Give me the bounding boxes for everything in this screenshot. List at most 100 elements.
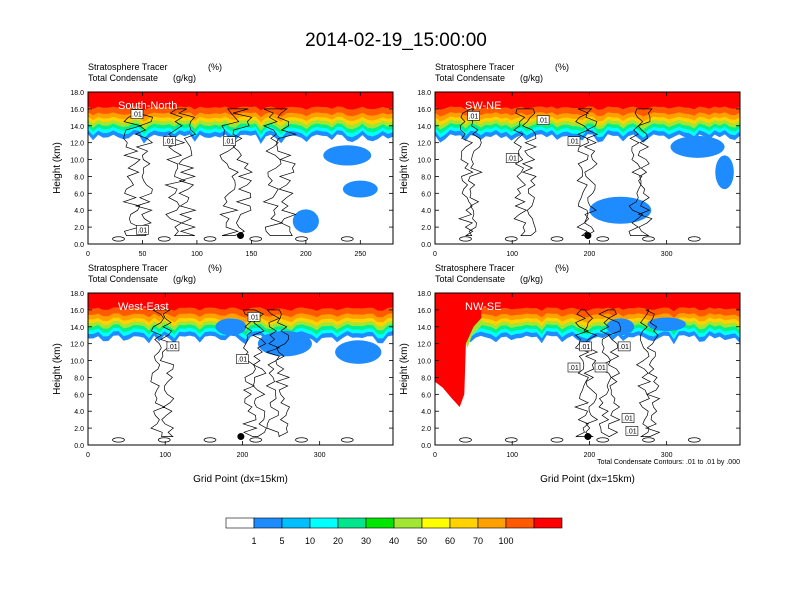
contour-label-box: [579, 341, 592, 352]
panel-label: SW-NE: [465, 100, 501, 112]
condensate-contour: [687, 437, 701, 443]
condensate-contour: [504, 236, 518, 242]
contour-label-box: [617, 341, 631, 352]
location-marker: [237, 232, 244, 240]
contour-label: .01: [137, 227, 147, 234]
condensate-contour: [596, 437, 610, 443]
contour-label-box: [130, 109, 144, 119]
condensate-contour: [459, 236, 472, 242]
y-tick-label: 18.0: [417, 291, 431, 298]
y-tick-label: 4.0: [74, 409, 84, 416]
tracer-patch: [323, 145, 372, 166]
y-axis-label: Height (km): [52, 142, 63, 194]
tracer-intrusion-edge: [465, 318, 483, 348]
contour-label-box: [621, 413, 635, 423]
plot-area: .01 .01 .01 .01 .01 .01: [435, 293, 740, 445]
plot-area: .01 .01 .01: [88, 293, 393, 445]
tracer-patch: [292, 209, 319, 234]
condensate-contour: [504, 437, 518, 443]
y-tick-label: 0.0: [74, 242, 84, 249]
contour-label-box: [223, 136, 236, 146]
panel-frame: [434, 91, 741, 245]
panel-right-string-1: (%): [208, 62, 222, 72]
panel-frame: [87, 91, 394, 245]
condensate-contour: [550, 236, 564, 242]
contour-label: .01: [569, 365, 579, 372]
condensate-contour: [249, 236, 263, 242]
y-tick-label: 16.0: [70, 107, 84, 114]
panel-label: South-North: [118, 100, 177, 112]
condensate-contour: [642, 236, 655, 242]
y-tick-label: 4.0: [421, 208, 431, 215]
y-tick-label: 12.0: [417, 342, 431, 349]
y-tick-label: 2.0: [421, 426, 431, 433]
panel-left-string-1: Stratosphere Tracer: [435, 263, 515, 273]
contour-label: .01: [469, 113, 479, 120]
y-tick-label: 4.0: [421, 409, 431, 416]
location-marker: [237, 433, 245, 441]
x-tick-label: 300: [314, 452, 326, 459]
contour-label: .01: [132, 112, 142, 119]
condensate-contour: [164, 108, 197, 236]
contour-label-box: [536, 115, 550, 125]
panel-label: West-East: [118, 301, 169, 313]
contour-info: Total Condensate Contours: .01 to .01 by…: [597, 459, 740, 466]
condensate-contour: [295, 437, 308, 443]
colorbar-label: 60: [445, 536, 455, 546]
panel-label: NW-SE: [465, 301, 501, 313]
y-tick-label: 10.0: [417, 359, 431, 366]
tracer-patch: [647, 317, 686, 331]
condensate-contour: [157, 437, 171, 443]
figure-title: 2014-02-19_15:00:00: [305, 30, 487, 51]
condensate-contour: [550, 437, 564, 443]
x-tick-label: 250: [354, 251, 366, 258]
panel-right-string-1: (%): [208, 263, 222, 273]
contour-label: .01: [538, 118, 548, 125]
condensate-contour: [635, 309, 661, 437]
location-marker: [584, 433, 592, 441]
contour-label-box: [567, 136, 581, 146]
x-tick-label: 0: [433, 452, 437, 459]
y-tick-label: 0.0: [421, 242, 431, 249]
panel-frame: [434, 292, 741, 446]
colorbar-label: 30: [361, 536, 371, 546]
y-tick-label: 8.0: [74, 375, 84, 382]
panel-right-string-1: (%): [555, 62, 569, 72]
colorbar-label: 5: [279, 536, 284, 546]
y-tick-label: 16.0: [417, 308, 431, 315]
condensate-contour: [295, 236, 308, 242]
panel-left-string-2: Total Condensate: [88, 274, 158, 284]
x-tick-label: 50: [139, 251, 147, 258]
tracer-intrusion: [435, 293, 482, 407]
contour-label: .01: [581, 344, 591, 351]
colorbar-label: 10: [305, 536, 315, 546]
condensate-contour: [219, 108, 253, 236]
contour-label: .01: [249, 314, 259, 321]
x-axis-label: Grid Point (dx=15km): [540, 474, 635, 485]
panel-right-string-2: (g/kg): [520, 274, 543, 284]
condensate-contour: [157, 236, 171, 242]
y-tick-label: 0.0: [74, 443, 84, 450]
y-axis-label: Height (km): [399, 142, 410, 194]
y-tick-label: 10.0: [70, 359, 84, 366]
y-tick-label: 12.0: [70, 342, 84, 349]
tracer-patch: [342, 180, 378, 198]
y-tick-label: 14.0: [70, 124, 84, 131]
y-tick-label: 10.0: [417, 158, 431, 165]
tracer-band: [435, 92, 740, 110]
y-tick-label: 14.0: [417, 124, 431, 131]
colorbar-label: 40: [389, 536, 399, 546]
contour-label: .01: [627, 428, 637, 435]
tracer-band: [435, 293, 740, 312]
x-tick-label: 300: [661, 452, 673, 459]
contour-label-box: [136, 225, 149, 235]
colorbar-swatch: [281, 517, 311, 529]
y-tick-label: 8.0: [74, 174, 84, 181]
panel-frame: [87, 292, 394, 446]
tracer-band: [88, 293, 393, 312]
condensate-contour: [242, 309, 267, 437]
panel-right-string-2: (g/kg): [520, 73, 543, 83]
contour-label-box: [594, 362, 608, 373]
